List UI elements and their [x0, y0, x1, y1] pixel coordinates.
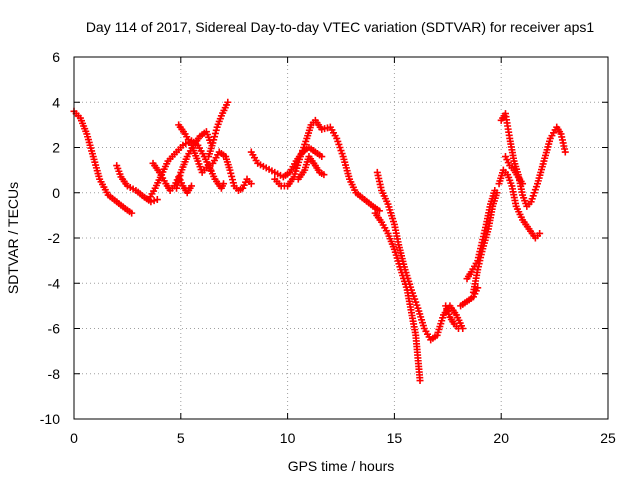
data-point: [416, 377, 424, 385]
data-point: [176, 172, 184, 180]
data-series-16: [469, 189, 501, 296]
data-point: [227, 169, 235, 177]
data-point: [561, 148, 569, 156]
data-point: [454, 325, 462, 332]
data-point: [173, 184, 181, 192]
x-tick-label: 5: [177, 430, 185, 446]
axis-ticks: 0 5 10 15 20 25 -10 -8 -6 -4 -2 0 2 4 6: [40, 49, 616, 446]
data-point: [212, 126, 220, 134]
data-point: [211, 133, 219, 141]
data-series-11: [371, 209, 424, 385]
x-tick-label: 15: [387, 430, 403, 446]
data-point: [320, 171, 328, 179]
y-axis-title: SDTVAR / TECUs: [5, 182, 21, 294]
data-point: [174, 178, 182, 186]
data-point: [173, 181, 181, 189]
data-series-2: [145, 137, 215, 204]
y-tick-label: -4: [48, 275, 61, 291]
x-tick-label: 0: [70, 430, 78, 446]
x-axis-title: GPS time / hours: [288, 458, 395, 474]
y-tick-label: -2: [48, 230, 61, 246]
data-series-19: [501, 153, 527, 188]
y-tick-label: 4: [52, 94, 60, 110]
data-series-7: [209, 148, 255, 194]
data-point: [247, 180, 255, 188]
data-point: [474, 284, 482, 292]
data-point: [318, 153, 326, 161]
data-series-17: [495, 166, 544, 242]
x-tick-label: 25: [600, 430, 616, 446]
data-point: [493, 189, 501, 197]
data-point: [519, 180, 527, 188]
data-series-18: [497, 110, 569, 210]
data-series-10: [294, 153, 328, 183]
data-series-13: [442, 302, 462, 332]
y-tick-label: -8: [48, 366, 61, 382]
data-point: [229, 179, 237, 187]
chart-title: Day 114 of 2017, Sidereal Day-to-day VTE…: [86, 19, 595, 35]
x-tick-label: 20: [493, 430, 509, 446]
data-point: [220, 180, 228, 188]
y-tick-label: 0: [52, 185, 60, 201]
data-series-5: [175, 121, 228, 192]
data-point: [210, 136, 218, 144]
data-point: [187, 182, 195, 190]
data-series-6: [205, 98, 232, 161]
y-tick-label: -10: [40, 411, 60, 427]
data-series-0: [70, 107, 136, 217]
data-series: [70, 98, 569, 385]
data-point: [226, 166, 234, 174]
data-series-1: [113, 162, 161, 206]
data-point: [153, 196, 161, 204]
data-point: [536, 229, 544, 237]
x-tick-label: 10: [280, 430, 296, 446]
data-point: [211, 129, 219, 137]
data-point: [228, 176, 236, 184]
y-tick-label: 6: [52, 49, 60, 65]
data-point: [228, 172, 236, 180]
data-point: [175, 175, 183, 183]
y-tick-label: -6: [48, 321, 61, 337]
data-point: [375, 207, 383, 215]
grid: [74, 57, 608, 419]
data-series-14: [457, 284, 482, 310]
data-series-12: [373, 168, 467, 344]
data-point: [224, 98, 232, 106]
data-point: [209, 139, 217, 147]
data-point: [150, 197, 158, 205]
data-point: [128, 209, 136, 217]
data-series-3: [149, 159, 195, 197]
y-tick-label: 2: [52, 140, 60, 156]
data-series-9: [271, 116, 383, 215]
